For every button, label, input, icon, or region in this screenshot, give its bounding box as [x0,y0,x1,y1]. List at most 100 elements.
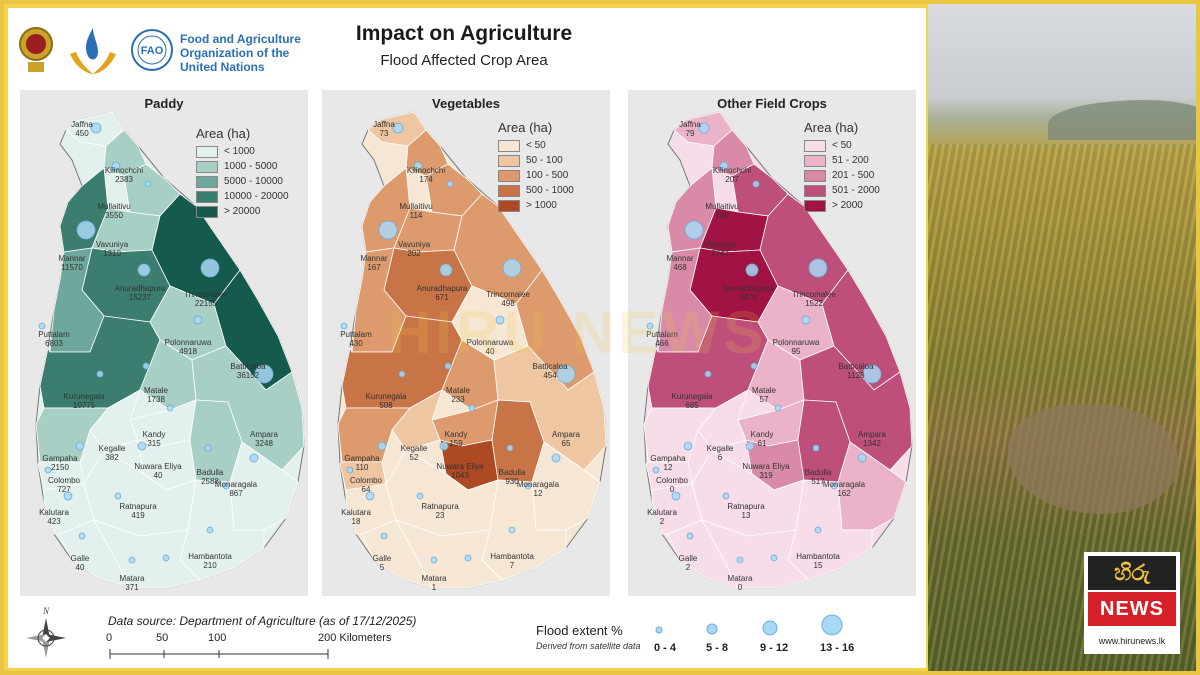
legend-label: 501 - 2000 [832,185,880,196]
district-label: Anuradhapura 15237 [114,284,166,302]
district-name: Monaragala [822,480,866,489]
compass-north-label: N [42,606,50,616]
district-value: 454 [543,371,557,380]
flood-extent-bubble [745,441,755,451]
flood-extent-bubble [770,554,778,562]
legend-item: < 50 [804,138,880,153]
district-label: Kegalle 382 [86,444,138,462]
legend-label: > 2000 [832,200,863,211]
district-name: Vavuniya [397,240,431,249]
district-label: Puttalam 6803 [28,330,80,348]
district-label: Mullaitivu 740 [696,202,748,220]
scale-bar: 0 50 100 200 Kilometers [104,632,424,662]
district-name: Puttalam [646,330,678,339]
photo-water [1008,404,1178,514]
district-value: 1043 [451,471,469,480]
district-label: Kandy 61 [736,430,788,448]
flood-extent-bubble [551,453,561,463]
flood-extent-bubble [736,556,744,564]
district-name: Monaragala [214,480,258,489]
legend-swatch [196,190,218,203]
district-label: Matara 371 [106,574,158,592]
flood-extent-bubble [142,362,150,370]
district-label: Batticaloa 36152 [222,362,274,380]
flood-extent-bubble [464,554,472,562]
flood-extent-bubble [90,122,102,134]
flood-extent-bubble [378,220,398,240]
district-name: Kilinochchi [406,166,446,175]
legend-item: > 2000 [804,198,880,213]
district-name: Ratnapura [421,502,459,511]
legend-label: < 1000 [224,146,255,157]
district-label: Vavuniya 1310 [86,240,138,258]
logo-main-text: NEWS [1088,592,1176,626]
district-choropleth-map [337,111,607,589]
district-name: Mullaitivu [97,202,131,211]
district-label: Ratnapura 23 [414,502,466,520]
district-label: Mannar 11570 [46,254,98,272]
legend-label: 201 - 500 [832,170,875,181]
district-name: Mullaitivu [399,202,433,211]
district-name: Anuradhapura [416,284,468,293]
district-name: Kegalle [98,444,126,453]
district-name: Kalutara [341,508,371,517]
district-value: 202 [407,249,421,258]
district-value: 1342 [863,439,881,448]
flood-extent-bubble [444,362,452,370]
district-label: Vavuniya 2747 [694,240,746,258]
flood-extent-bubble [752,180,760,188]
legend-label: 51 - 200 [832,155,869,166]
district-name: Jaffna [373,120,395,129]
district-name: Nuwara Eliya [134,462,182,471]
flood-extent-bubble [162,554,170,562]
district-label: Mullaitivu 114 [390,202,442,220]
district-label: Trincomalee 1522 [788,290,840,308]
district-name: Vavuniya [703,240,737,249]
district-value: 508 [379,401,393,410]
fao-logo-icon: FAO [131,29,173,71]
district-label: Galle 5 [356,554,408,572]
legend-swatch [498,199,520,212]
district-value: 61 [757,439,767,448]
legend-label: < 50 [526,140,546,151]
district-label: Mullaitivu 3550 [88,202,140,220]
district-value: 2588 [201,477,219,486]
district-name: Kilinochchi [712,166,752,175]
legend-label: < 50 [832,140,852,151]
district-label: Kurunegala 508 [360,392,412,410]
flood-extent-bubble [698,122,710,134]
flood-extent-bubble [722,492,730,500]
district-label: Kalutara 423 [28,508,80,526]
legend-item: 100 - 500 [498,168,574,183]
district-value: 6 [717,453,723,462]
flood-extent-bubble [652,466,660,474]
district-value: 10775 [72,401,96,410]
district-label: Gampaha 110 [336,454,388,472]
district-value: 11570 [61,263,83,272]
district-name: Polonnaruwa [466,338,514,347]
district-choropleth-map [643,111,913,589]
flood-extent-bubble [750,362,758,370]
district-label: Kalutara 2 [636,508,688,526]
district-name: Kandy [444,430,468,439]
district-label: Nuwara Eliya 319 [740,462,792,480]
flood-extent-bubble [137,263,151,277]
legend-swatch [196,145,218,158]
flood-extent-bubble [44,466,52,474]
legend-item: 1000 - 5000 [196,159,289,174]
district-label: Nuwara Eliya 40 [132,462,184,480]
legend-label: 10000 - 20000 [224,191,289,202]
district-label: Jaffna 450 [56,120,108,138]
scale-bar-line-icon [109,649,329,659]
district-value: 3470 [739,293,757,302]
legend-item: > 1000 [498,198,574,213]
district-name: Galle [678,554,698,563]
district-label: Puttalam 430 [330,330,382,348]
flood-extent-bubble [719,161,729,171]
data-source: Data source: Department of Agriculture (… [108,614,417,628]
district-name: Batticaloa [532,362,568,371]
district-value: 15237 [128,293,152,302]
district-name: Badulla [804,468,832,477]
district-label: Anuradhapura 3470 [722,284,774,302]
flood-extent-bubble [398,370,406,378]
